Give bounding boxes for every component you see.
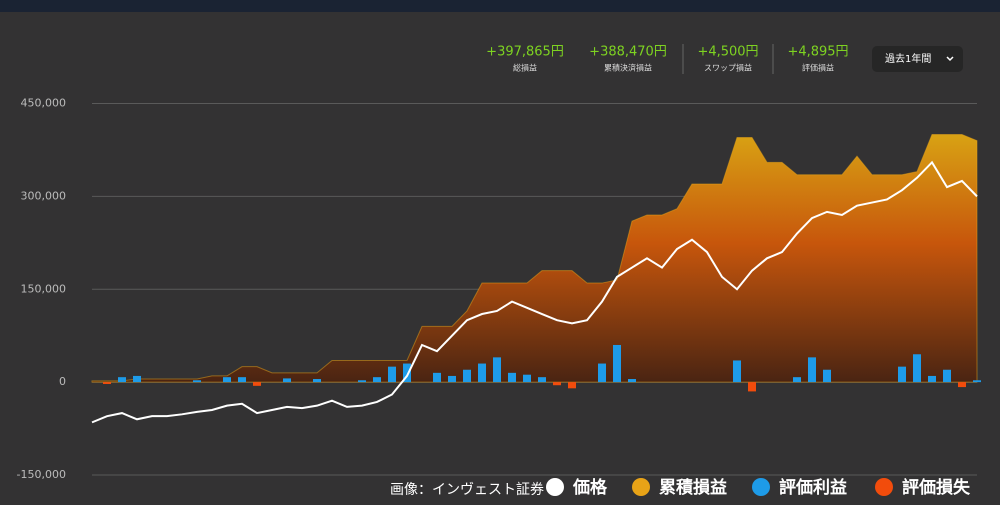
stat-value: +388,470円 (589, 45, 667, 60)
period-label[interactable]: 過去1年間 (885, 52, 931, 65)
bar (103, 382, 111, 384)
bar (943, 369, 951, 383)
bar (628, 379, 636, 383)
plot: -150,000 0 150,000 300,000 450,000 (17, 97, 981, 481)
bar (223, 377, 231, 383)
cumulative-area (91, 133, 978, 383)
stat-label: 総損益 (513, 63, 537, 73)
stat-label: スワップ損益 (704, 63, 752, 73)
bar (958, 382, 966, 388)
y-tick-label: 150,000 (21, 282, 67, 295)
y-tick-label: 300,000 (21, 189, 67, 202)
y-tick-label: -150,000 (17, 468, 66, 481)
bar (253, 382, 261, 386)
bar (898, 366, 906, 383)
bar (133, 375, 141, 383)
bar (733, 360, 741, 383)
period-dropdown[interactable] (872, 46, 963, 72)
price-line (91, 160, 978, 424)
stat-value: +397,865円 (486, 45, 564, 60)
stat-label: 評価損益 (802, 63, 834, 73)
stat-value: +4,500円 (697, 45, 758, 60)
bar (808, 357, 816, 383)
bar (613, 344, 621, 383)
bar (928, 375, 936, 383)
legend-label: 価格 (572, 477, 608, 498)
bar (238, 377, 246, 383)
bar (553, 382, 561, 386)
bar (433, 372, 441, 383)
bar (493, 357, 501, 383)
bar (538, 377, 546, 383)
bar (283, 378, 291, 383)
y-tick-label: 0 (59, 375, 66, 388)
bar (463, 369, 471, 383)
bar (598, 363, 606, 383)
bar (448, 375, 456, 383)
bar (373, 377, 381, 383)
bar (913, 354, 921, 383)
bar (523, 374, 531, 383)
bar (313, 379, 321, 383)
bar (568, 382, 576, 389)
legend-label: 評価損失 (902, 477, 971, 498)
bar (193, 380, 201, 383)
bar (508, 372, 516, 383)
bar (973, 380, 981, 383)
bar (478, 363, 486, 383)
bar (118, 377, 126, 383)
stat-value: +4,895円 (787, 45, 848, 60)
bar (793, 377, 801, 383)
bar (388, 366, 396, 383)
bar (403, 363, 411, 383)
bar (748, 382, 756, 392)
legend-dot (632, 478, 650, 496)
caption: 画像：インヴェスト証券 (390, 481, 544, 498)
stat-label: 累積決済損益 (604, 63, 652, 73)
legend-dot (752, 478, 770, 496)
legend-dot (546, 478, 564, 496)
top-bar (0, 0, 1000, 12)
legend-label: 累積損益 (659, 477, 727, 498)
legend: 価格 累積損益 評価利益 評価損失 (546, 477, 971, 498)
dropdown-arrow (946, 56, 954, 62)
legend-dot (875, 478, 893, 496)
legend-label: 評価利益 (779, 477, 847, 498)
bar (358, 380, 366, 383)
y-tick-label: 450,000 (21, 97, 67, 110)
bar (823, 369, 831, 383)
